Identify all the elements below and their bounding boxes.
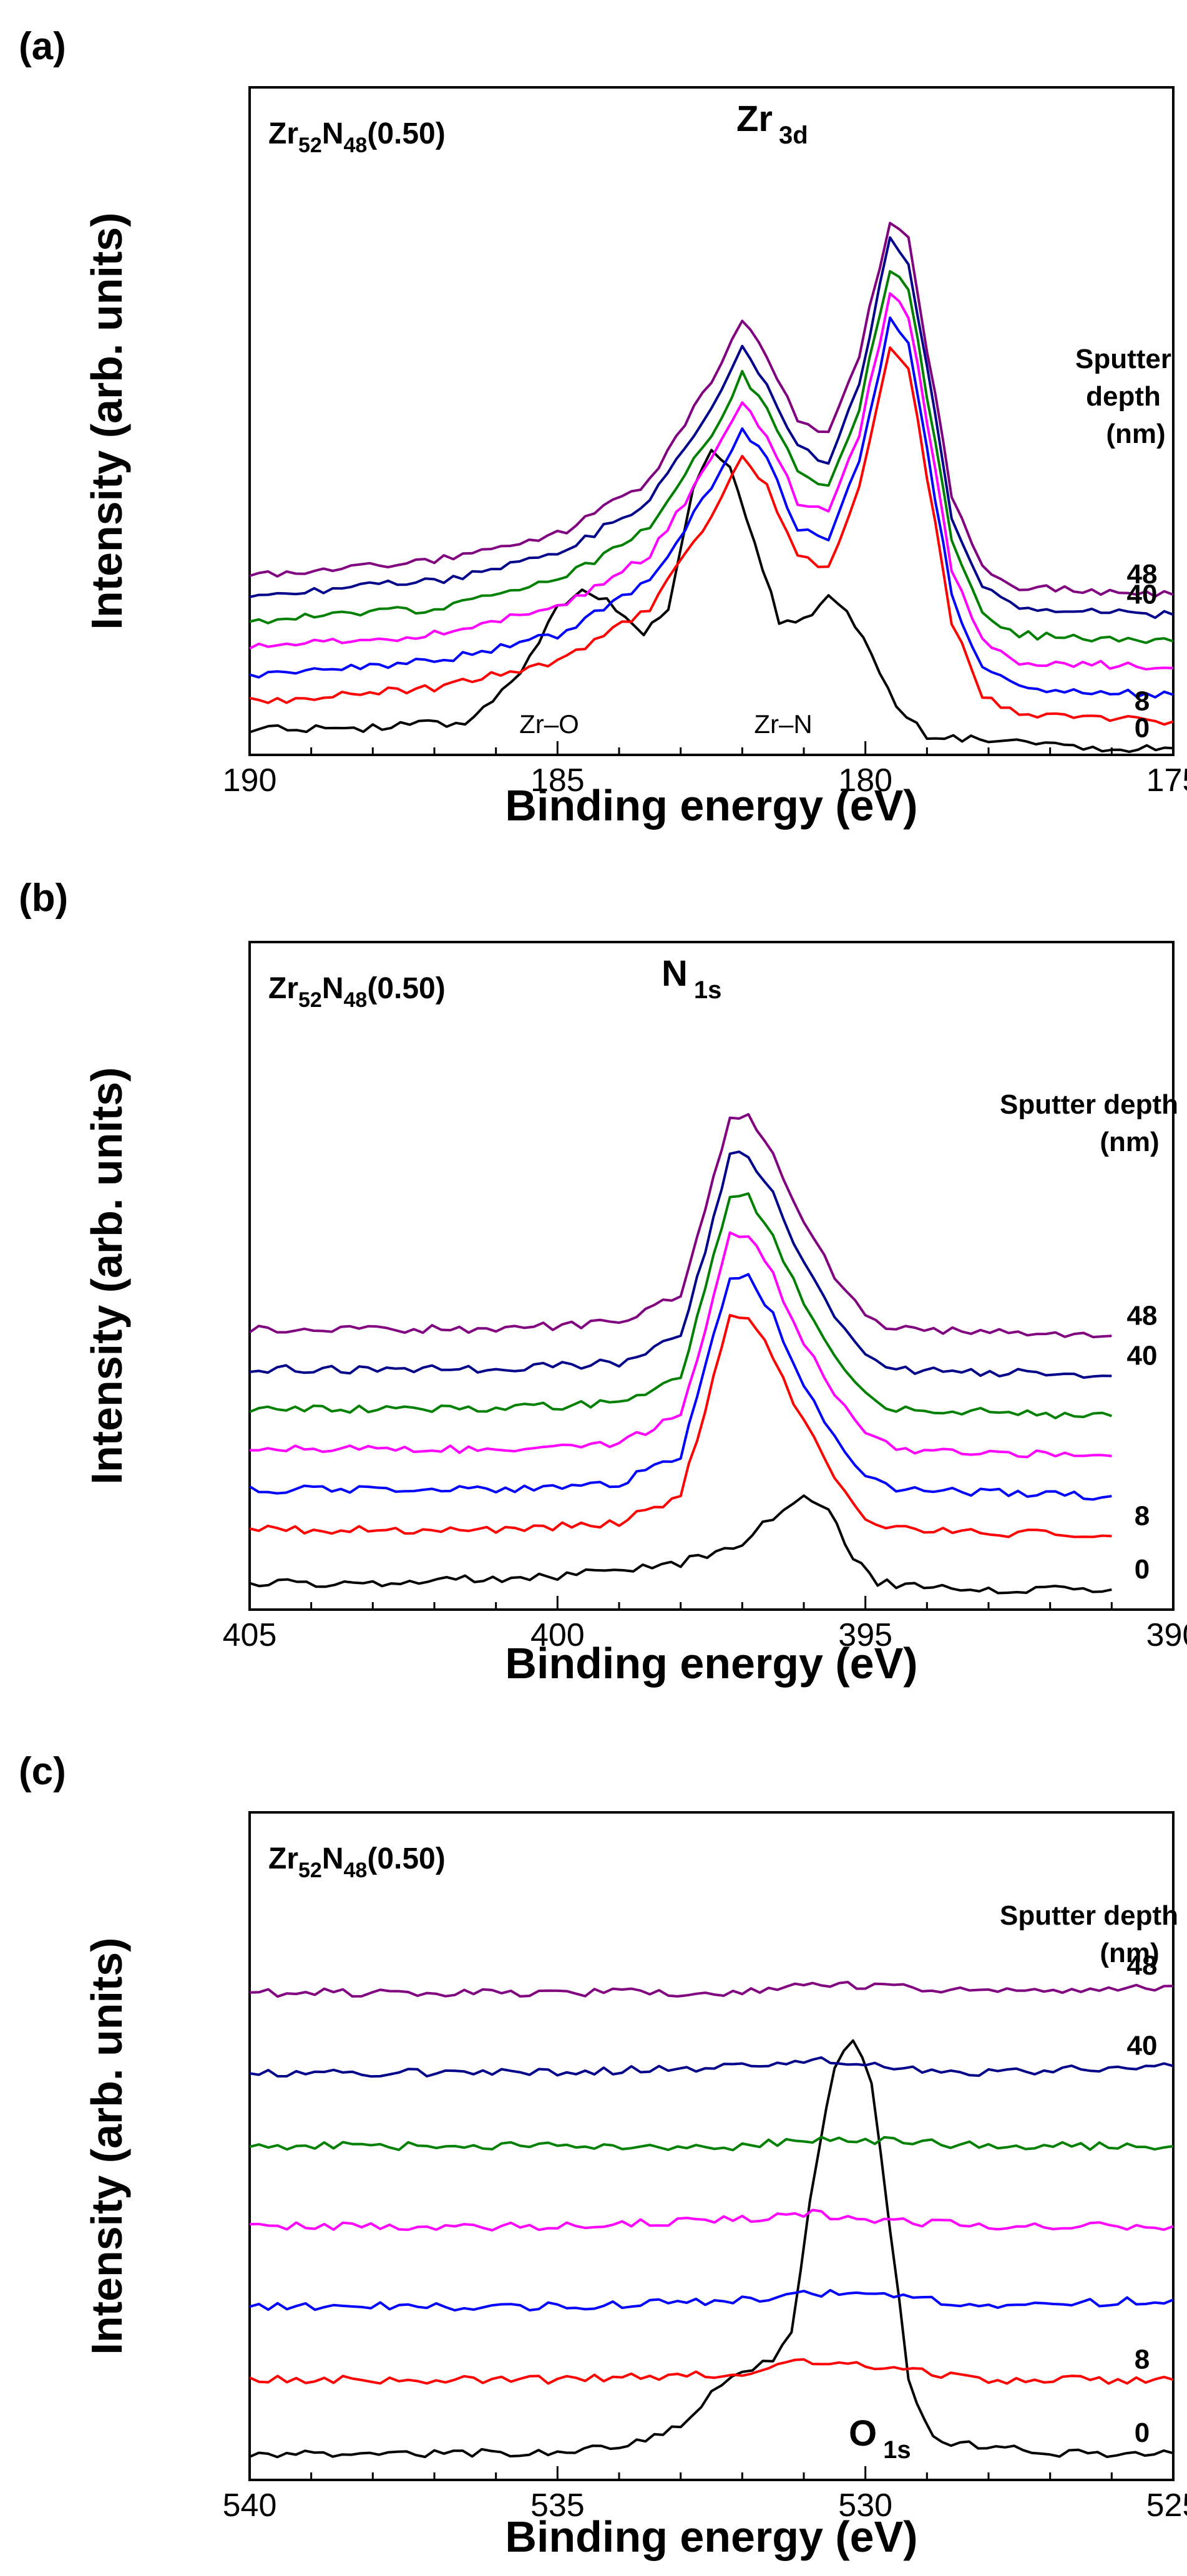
panel-c: (c) Zr52N48(0.50) O 1s Sputter depth (nm)…: [19, 1750, 1187, 2561]
series-line: [249, 2209, 1174, 2232]
depth-label: 40: [1127, 579, 1158, 610]
x-tick-label: 390: [1146, 1617, 1187, 1653]
legend-title-line-2: (nm): [1100, 1127, 1159, 1157]
y-axis-label: Intensity (arb. units): [82, 1067, 131, 1485]
x-tick-label: 530: [838, 2487, 892, 2524]
series-group: [248, 1113, 1112, 1595]
peak-label: O 1s: [849, 2413, 911, 2464]
series-line: [249, 346, 1174, 726]
series-line: [249, 2358, 1174, 2385]
x-tick-label: 395: [838, 1617, 892, 1653]
x-tick-label: 400: [530, 1617, 585, 1653]
y-axis-label: Intensity (arb. units): [82, 213, 131, 630]
depth-label: 0: [1135, 1554, 1150, 1585]
series-line: [249, 2056, 1174, 2078]
series-line: [249, 1192, 1112, 1419]
depth-label: 48: [1127, 1300, 1158, 1331]
series-line: [249, 2039, 1174, 2459]
x-tick-label: 535: [530, 2487, 585, 2524]
depth-label: 8: [1135, 1500, 1150, 1531]
x-tick-label: 540: [223, 2487, 277, 2524]
x-axis-label: Binding energy (eV): [505, 781, 917, 830]
depth-label: 0: [1135, 712, 1150, 743]
legend-title-line-1: Sputter depth: [1000, 1900, 1178, 1931]
sample-name: Zr52N48(0.50): [268, 1842, 446, 1882]
x-tick-label: 190: [223, 762, 277, 799]
y-axis-label: Intensity (arb. units): [82, 1938, 131, 2355]
panel-b: (b) Zr52N48(0.50) N 1s Sputter depth (nm)…: [19, 877, 1187, 1688]
panel-label: (a): [19, 25, 66, 68]
series-line: [250, 1231, 1112, 1459]
depth-label: 48: [1127, 559, 1158, 590]
legend-title-line-1: Sputter depth: [1000, 1089, 1178, 1120]
sample-name: Zr52N48(0.50): [268, 117, 446, 157]
legend-title-line-3: (nm): [1106, 419, 1165, 449]
series-line: [249, 1314, 1112, 1538]
panel-a: (a) Zr52N48(0.50) Zr 3d Sputter depth (nm…: [19, 25, 1187, 830]
panel-label: (c): [19, 1750, 66, 1793]
series-line: [248, 1273, 1112, 1501]
depth-labels: 0 8 40 48: [1127, 1950, 1158, 2448]
depth-label: 8: [1135, 686, 1150, 717]
x-tick-label: 175: [1146, 762, 1187, 799]
x-axis: 405 400 395 390: [223, 1596, 1187, 1653]
zr-o-annotation: Zr–O: [519, 709, 579, 739]
legend-title-line-2: depth: [1086, 381, 1161, 412]
plot-frame: [248, 941, 1175, 1611]
sample-name: Zr52N48(0.50): [268, 972, 446, 1012]
series-line: [249, 2288, 1174, 2312]
series-group: [249, 221, 1174, 753]
series-line: [249, 1150, 1112, 1379]
depth-labels: 0 8 40 48: [1127, 1300, 1158, 1585]
x-tick-label: 405: [223, 1617, 277, 1653]
legend-title-line-1: Sputter: [1075, 344, 1171, 374]
x-tick-label: 525: [1146, 2487, 1187, 2524]
zr-n-annotation: Zr–N: [754, 709, 812, 739]
x-tick-label: 180: [838, 762, 892, 799]
series-line: [249, 2136, 1174, 2152]
series-line: [249, 236, 1174, 620]
x-tick-label: 185: [530, 762, 585, 799]
depth-label: 40: [1127, 1341, 1158, 1371]
series-line: [249, 270, 1174, 644]
series-line: [249, 449, 1174, 753]
legend-title-line-2: (nm): [1100, 1938, 1159, 1968]
x-axis-label: Binding energy (eV): [505, 1639, 917, 1688]
x-axis-label: Binding energy (eV): [505, 2512, 917, 2561]
x-axis: 540 535 530 525: [223, 2466, 1187, 2524]
series-line: [249, 1494, 1112, 1595]
depth-label: 40: [1127, 2031, 1158, 2061]
series-line: [249, 221, 1174, 598]
panel-label: (b): [19, 877, 68, 920]
series-line: [249, 316, 1174, 699]
depth-label: 0: [1135, 2418, 1150, 2448]
series-group: [249, 1981, 1174, 2459]
plot-frame: [248, 86, 1175, 756]
depth-label: 48: [1127, 1950, 1158, 1981]
series-line: [249, 1981, 1174, 1998]
series-line: [248, 1113, 1112, 1339]
depth-label: 8: [1135, 2345, 1150, 2375]
peak-label: N 1s: [662, 953, 721, 1004]
series-line: [249, 292, 1174, 671]
peak-label: Zr 3d: [736, 99, 808, 149]
